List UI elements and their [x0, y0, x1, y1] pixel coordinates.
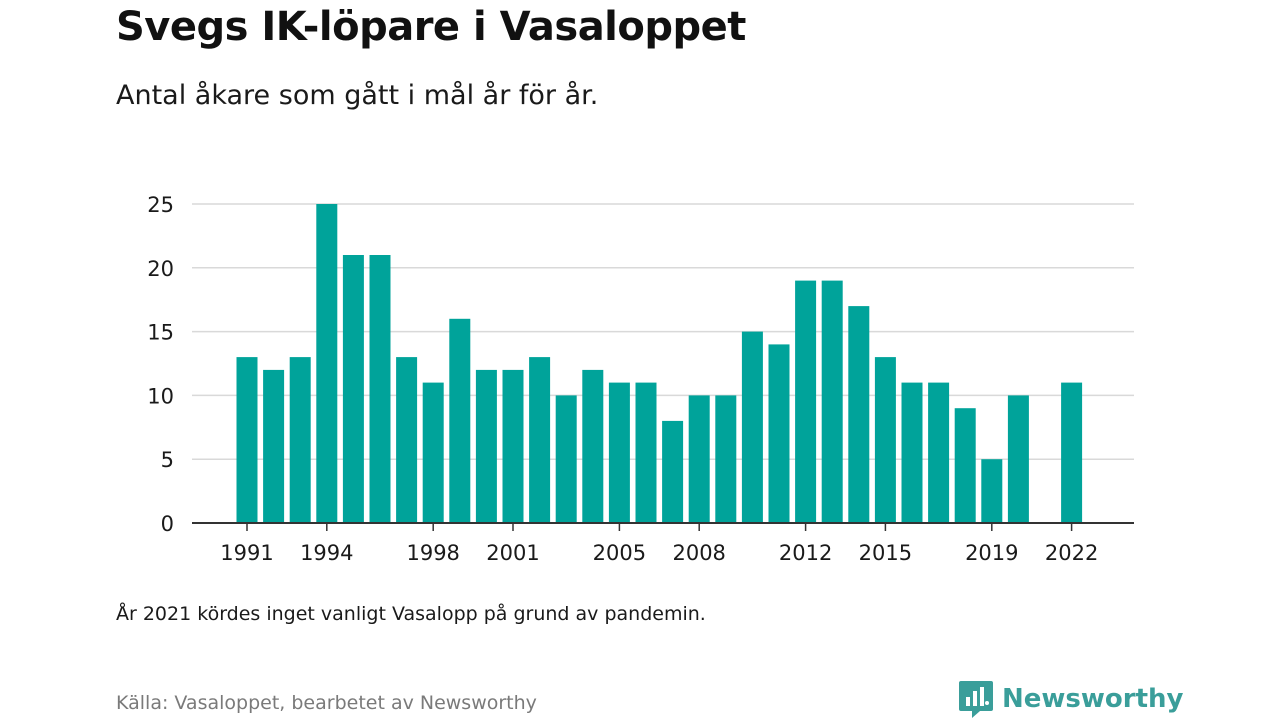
- bar-2010[interactable]: [741, 331, 763, 523]
- bar-2018[interactable]: [954, 408, 976, 523]
- bar-2004[interactable]: [582, 369, 604, 523]
- bar-2022[interactable]: [1061, 382, 1083, 523]
- bar-chart: 0 5 10 15 20 25 1991 1994 1998 2001 2005 2008 2012 20…: [147, 193, 1134, 565]
- bar-1997[interactable]: [396, 357, 418, 523]
- bar-2000[interactable]: [475, 369, 497, 523]
- bar-2001[interactable]: [502, 369, 524, 523]
- bar-1992[interactable]: [263, 369, 285, 523]
- newsworthy-logo-icon: [959, 681, 993, 718]
- x-tick-label: 1994: [300, 541, 353, 565]
- y-tick-label: 0: [161, 512, 174, 536]
- bar-1998[interactable]: [422, 382, 444, 523]
- bar-2003[interactable]: [555, 395, 577, 523]
- bars: [236, 204, 1083, 523]
- y-tick-label: 15: [147, 321, 174, 345]
- bar-1995[interactable]: [342, 255, 364, 523]
- bar-2013[interactable]: [821, 280, 843, 523]
- y-tick-label: 25: [147, 193, 174, 217]
- x-tick-label: 2012: [779, 541, 832, 565]
- bar-2007[interactable]: [662, 420, 684, 523]
- bar-2006[interactable]: [635, 382, 657, 523]
- brand-name: Newsworthy: [1002, 684, 1184, 714]
- x-tick-label: 2022: [1045, 541, 1098, 565]
- x-tick-label: 1998: [406, 541, 459, 565]
- bar-2016[interactable]: [901, 382, 923, 523]
- bar-2017[interactable]: [928, 382, 950, 523]
- bar-2008[interactable]: [688, 395, 710, 523]
- bar-2002[interactable]: [529, 357, 551, 523]
- axes: 0 5 10 15 20 25 1991 1994 1998 2001 2005 2008 2012 20…: [147, 193, 1134, 565]
- x-tick-label: 2015: [859, 541, 912, 565]
- x-tick-label: 2008: [672, 541, 725, 565]
- bar-2015[interactable]: [874, 357, 896, 523]
- source-text: Källa: Vasaloppet, bearbetet av Newswort…: [116, 692, 537, 714]
- bar-2012[interactable]: [795, 280, 817, 523]
- y-tick-label: 5: [161, 448, 174, 472]
- brand-logo[interactable]: Newsworthy: [958, 679, 1183, 719]
- footnote: År 2021 kördes inget vanligt Vasalopp på…: [116, 603, 706, 625]
- bar-2011[interactable]: [768, 344, 790, 523]
- x-tick-label: 2019: [965, 541, 1018, 565]
- bar-2009[interactable]: [715, 395, 737, 523]
- bar-1996[interactable]: [369, 255, 391, 523]
- bar-2014[interactable]: [848, 306, 870, 523]
- y-tick-label: 10: [147, 384, 174, 408]
- x-tick-label: 2005: [593, 541, 646, 565]
- bar-1994[interactable]: [316, 204, 338, 523]
- chart-subtitle: Antal åkare som gått i mål år för år.: [116, 80, 599, 111]
- x-tick-label: 1991: [220, 541, 273, 565]
- y-tick-label: 20: [147, 257, 174, 281]
- bar-2019[interactable]: [981, 459, 1003, 523]
- bar-2005[interactable]: [608, 382, 630, 523]
- bar-1999[interactable]: [449, 318, 471, 523]
- bar-2020[interactable]: [1007, 395, 1029, 523]
- bar-1993[interactable]: [289, 357, 311, 523]
- chart-title: Svegs IK-löpare i Vasaloppet: [116, 4, 746, 50]
- x-tick-label: 2001: [486, 541, 539, 565]
- bar-1991[interactable]: [236, 357, 258, 523]
